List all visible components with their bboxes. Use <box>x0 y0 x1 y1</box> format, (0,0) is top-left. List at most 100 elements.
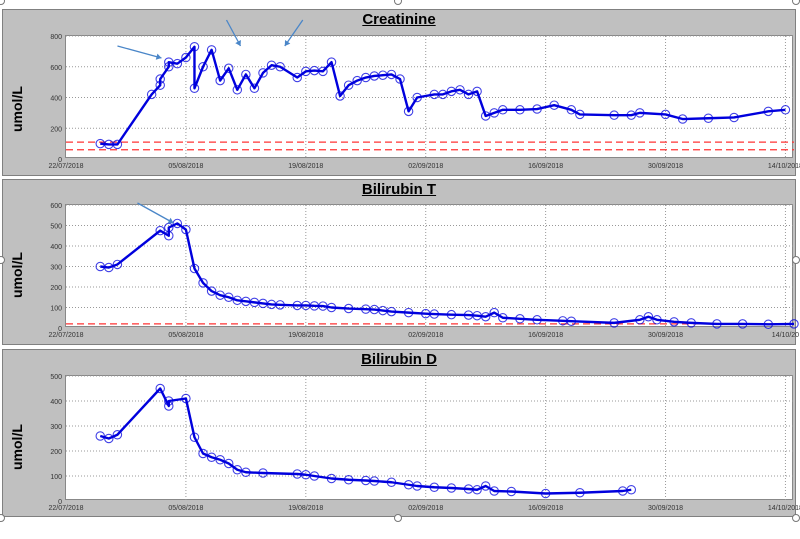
plot-area: 0 100 200 300 400 500 22/07/2018 05/08/2018 19/0… <box>48 374 800 512</box>
data-point <box>292 72 302 83</box>
resize-handle[interactable] <box>792 256 800 264</box>
chart-title: Creatinine <box>362 11 436 28</box>
data-point <box>643 311 654 322</box>
y-tick-label: 0 <box>58 326 62 333</box>
data-point <box>223 63 234 74</box>
y-axis-label: umol/L <box>9 252 25 298</box>
arrow-shaft <box>137 202 174 224</box>
x-tick-label: 16/09/2018 <box>528 505 563 512</box>
data-point <box>403 106 414 117</box>
chart-title: Bilirubin T <box>361 181 437 198</box>
y-tick-label: 200 <box>50 285 62 292</box>
data-point <box>532 315 542 325</box>
data-point <box>215 290 225 300</box>
data-point <box>506 486 517 497</box>
data-point <box>789 319 799 329</box>
data-point <box>703 113 714 124</box>
y-tick-label: 800 <box>50 34 62 41</box>
data-point <box>609 110 619 120</box>
data-point <box>112 259 123 270</box>
data-point <box>181 224 191 235</box>
data-point <box>480 481 491 491</box>
resize-handle[interactable] <box>792 514 800 522</box>
data-point <box>429 482 440 493</box>
data-point <box>172 58 183 69</box>
data-point <box>549 100 559 110</box>
data-point <box>164 61 174 72</box>
y-axis-label: umol/L <box>9 86 25 132</box>
data-point <box>206 452 217 463</box>
data-point <box>241 467 251 478</box>
data-point <box>326 302 337 313</box>
plot-area: 0 100 200 300 400 500 600 22/07/2018 05/08/2018 1… <box>48 202 799 339</box>
series-line <box>100 222 795 326</box>
data-point <box>275 300 285 310</box>
data-point <box>566 316 577 326</box>
data-point <box>540 488 551 499</box>
resize-handle[interactable] <box>394 514 402 522</box>
data-point <box>343 475 354 485</box>
y-tick-label: 600 <box>50 203 62 210</box>
data-point <box>155 225 165 236</box>
data-point <box>104 262 114 273</box>
arrow-shaft <box>117 45 162 59</box>
data-point <box>635 108 645 118</box>
resize-handle[interactable] <box>0 514 5 522</box>
y-tick-label: 400 <box>50 244 62 251</box>
resize-handle[interactable] <box>394 0 402 5</box>
x-tick-label: 16/09/2018 <box>528 332 563 339</box>
data-point <box>729 112 739 123</box>
resize-handle[interactable] <box>0 256 5 264</box>
data-point <box>395 74 405 84</box>
data-point <box>335 91 345 101</box>
data-point <box>343 80 354 90</box>
y-axis-label: umol/L <box>9 424 25 470</box>
data-point <box>232 85 243 95</box>
creatinine-chart: 0 200 400 600 800 22/07/2018 05/08/2018 19/08/2… <box>48 19 800 170</box>
x-tick-label: 05/08/2018 <box>168 163 203 170</box>
y-tick-label: 0 <box>58 499 62 506</box>
data-point <box>412 92 422 103</box>
x-tick-label: 05/08/2018 <box>168 505 203 512</box>
data-point <box>660 109 671 120</box>
plot-area: 0 200 400 600 800 22/07/2018 05/08/2018 19/08/2… <box>48 19 800 170</box>
data-point <box>275 61 285 72</box>
y-tick-label: 500 <box>50 224 62 231</box>
x-tick-label: 05/08/2018 <box>168 332 203 339</box>
data-point <box>198 448 208 459</box>
data-point <box>112 429 123 440</box>
data-point <box>146 89 157 100</box>
x-tick-label: 19/08/2018 <box>288 505 323 512</box>
x-tick-label: 30/09/2018 <box>648 505 683 512</box>
data-point <box>318 66 328 77</box>
data-point <box>480 311 491 322</box>
annotation-arrow <box>137 202 174 224</box>
data-point <box>155 383 165 394</box>
data-point <box>164 401 174 411</box>
data-point <box>258 68 268 78</box>
data-point <box>343 303 354 314</box>
data-point <box>677 114 688 124</box>
data-point <box>155 74 165 84</box>
resize-handle[interactable] <box>0 0 5 5</box>
data-point <box>472 86 482 97</box>
resize-handle[interactable] <box>792 0 800 5</box>
data-point <box>446 309 457 320</box>
x-tick-label: 02/09/2018 <box>408 163 443 170</box>
x-tick-label: 02/09/2018 <box>408 332 443 339</box>
data-point <box>489 307 499 318</box>
data-point <box>189 432 200 442</box>
bilirubin-d-chart: 0 100 200 300 400 500 22/07/2018 05/08/2018 19/0… <box>48 374 800 512</box>
data-point <box>438 89 448 100</box>
data-point <box>326 473 337 484</box>
bilirubin-t-chart: 0 100 200 300 400 500 600 22/07/2018 05/08/2018 1… <box>48 202 799 339</box>
data-point <box>386 306 397 317</box>
data-point <box>352 75 362 86</box>
data-point <box>626 485 637 495</box>
data-point <box>532 104 542 114</box>
data-point <box>258 468 268 478</box>
data-point <box>480 111 491 121</box>
y-tick-label: 500 <box>50 374 62 381</box>
y-tick-label: 300 <box>50 424 62 431</box>
data-point <box>652 315 662 325</box>
